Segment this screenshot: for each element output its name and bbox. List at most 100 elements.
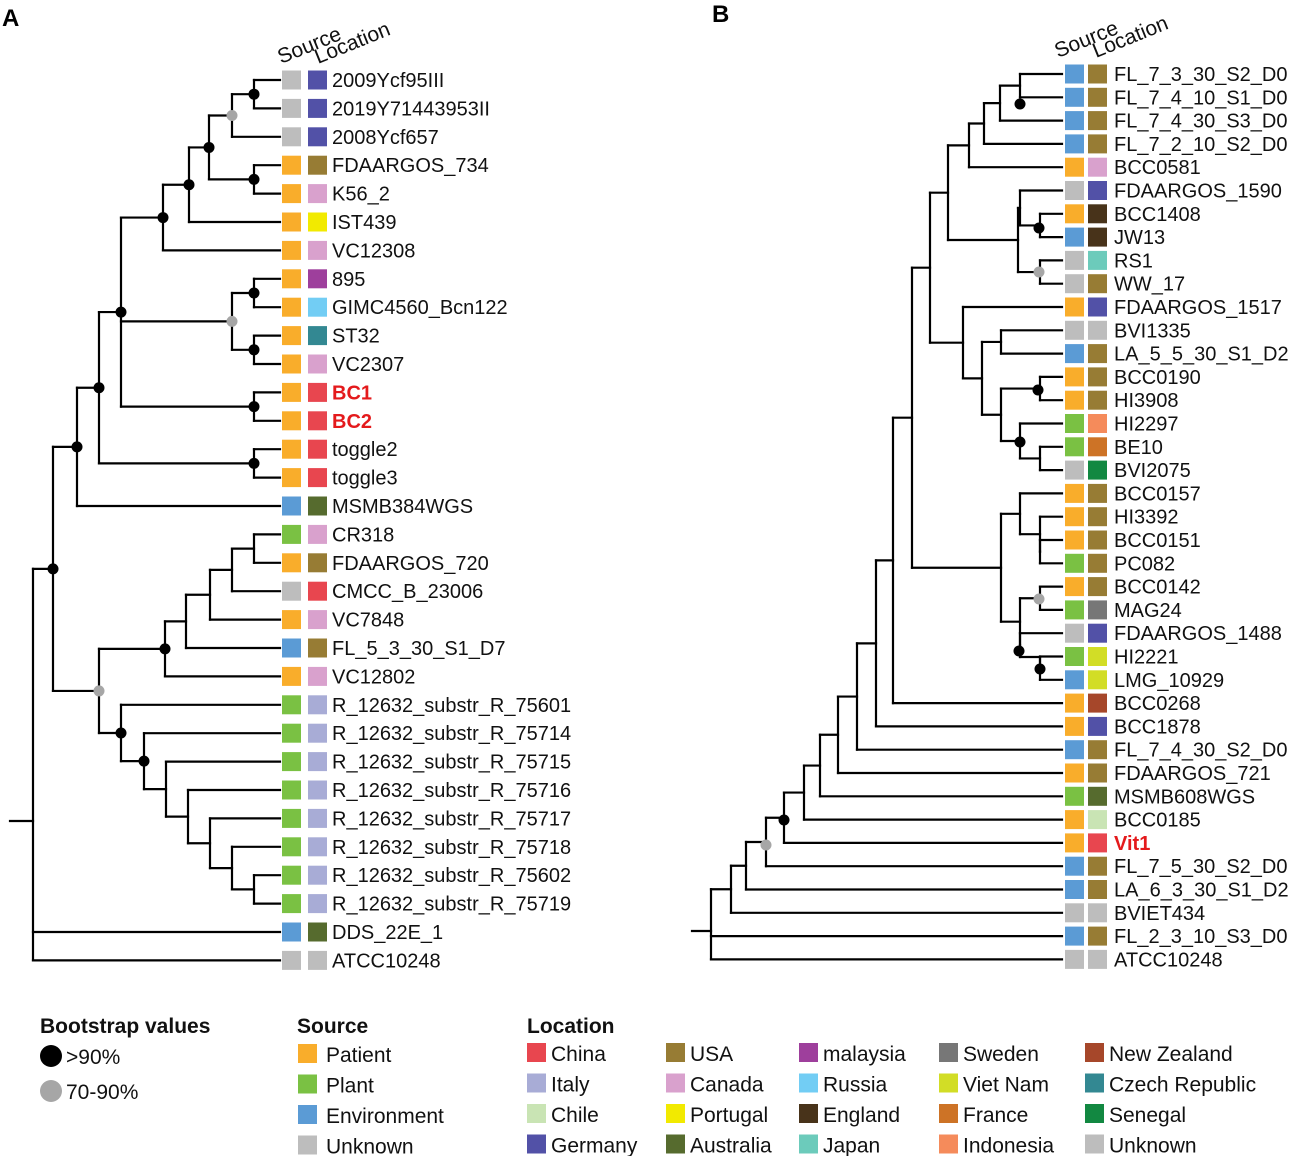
leaf-label: BCC1878 — [1114, 716, 1201, 738]
leaf-label: LA_6_3_30_S1_D2 — [1114, 880, 1289, 902]
location-swatch — [1088, 111, 1107, 131]
leaf-row: toggle2 — [282, 439, 398, 461]
location-swatch — [1088, 786, 1107, 806]
leaf-row: BCC0581 — [1065, 157, 1201, 179]
leaf-label: FL_7_4_30_S3_D0 — [1114, 111, 1287, 133]
bootstrap-node-n2 — [71, 441, 83, 453]
legend-source-title: Source — [297, 1015, 368, 1038]
legend-location-swatch — [1085, 1073, 1104, 1093]
source-swatch — [282, 212, 301, 232]
source-swatch — [282, 950, 301, 970]
location-swatch — [1088, 763, 1107, 783]
source-swatch — [1065, 227, 1084, 247]
leaf-row: PC082 — [1065, 553, 1175, 575]
source-swatch — [1065, 87, 1084, 107]
leaf-label: FDAARGOS_734 — [332, 155, 489, 177]
leaf-row: FL_7_5_30_S2_D0 — [1065, 856, 1287, 878]
leaf-label: FDAARGOS_1590 — [1114, 181, 1282, 203]
legend-source: Source Patient Plant Environment Unknown — [297, 1015, 444, 1156]
source-swatch — [282, 496, 301, 516]
location-swatch — [1088, 483, 1107, 503]
source-swatch — [282, 269, 301, 289]
source-swatch — [282, 780, 301, 800]
leaf-label: HI2221 — [1114, 647, 1179, 669]
location-swatch — [1088, 577, 1107, 597]
legend-location-swatch — [527, 1134, 546, 1154]
legend-source-label: Unknown — [326, 1136, 414, 1156]
panel-a-location-header: Location — [311, 18, 393, 69]
panel-a: A Source Location 2009Ycf95III2019Y71443… — [2, 5, 571, 972]
leaf-label: LA_5_5_30_S1_D2 — [1114, 344, 1289, 366]
leaf-label: Vit1 — [1114, 833, 1150, 855]
leaf-label: CMCC_B_23006 — [332, 581, 483, 603]
source-swatch — [282, 127, 301, 147]
source-swatch — [282, 98, 301, 118]
leaf-row: HI2297 — [1065, 414, 1179, 436]
location-swatch — [1088, 716, 1107, 736]
leaf-label: FDAARGOS_720 — [332, 553, 489, 575]
leaf-label: toggle3 — [332, 468, 398, 490]
bootstrap-node-n6 — [183, 179, 195, 191]
source-swatch — [1065, 553, 1084, 573]
leaf-label: VC7848 — [332, 610, 404, 632]
leaf-label: IST439 — [332, 212, 396, 234]
location-swatch — [1088, 926, 1107, 946]
leaf-label: MAG24 — [1114, 600, 1182, 622]
leaf-row: BCC0185 — [1065, 810, 1201, 832]
leaf-label: HI3392 — [1114, 507, 1179, 529]
legend-location-label: New Zealand — [1109, 1043, 1233, 1066]
leaf-label: BVI1335 — [1114, 320, 1191, 342]
location-swatch — [1088, 64, 1107, 84]
source-swatch — [282, 723, 301, 743]
bootstrap-node-n3 — [93, 382, 105, 394]
leaf-label: 2008Ycf657 — [332, 127, 439, 149]
legend-location-label: Senegal — [1109, 1104, 1186, 1127]
leaf-label: 2009Ycf95III — [332, 70, 444, 92]
leaf-label: 895 — [332, 269, 365, 291]
legend-location-swatch — [799, 1073, 818, 1093]
location-swatch — [1088, 623, 1107, 643]
location-swatch — [1088, 134, 1107, 154]
source-swatch — [1065, 740, 1084, 760]
leaf-row: DDS_22E_1 — [282, 922, 443, 944]
location-swatch — [308, 865, 327, 885]
leaf-label: R_12632_substr_R_75601 — [332, 695, 571, 717]
source-swatch — [282, 382, 301, 402]
leaf-label: ATCC10248 — [332, 950, 441, 972]
leaf-row: FDAARGOS_720 — [282, 553, 489, 575]
leaf-row: WW_17 — [1065, 274, 1185, 296]
source-swatch — [282, 240, 301, 260]
location-swatch — [308, 837, 327, 857]
source-swatch — [282, 411, 301, 431]
location-swatch — [308, 610, 327, 630]
source-swatch — [282, 184, 301, 204]
legend-location-label: Australia — [690, 1135, 772, 1156]
source-swatch — [1065, 693, 1084, 713]
source-swatch — [1065, 577, 1084, 597]
legend-location-label: Canada — [690, 1074, 764, 1097]
leaf-label: R_12632_substr_R_75716 — [332, 780, 571, 802]
location-swatch — [308, 723, 327, 743]
bootstrap-node-n5 — [1014, 436, 1026, 448]
legend-bootstrap-title: Bootstrap values — [40, 1015, 210, 1038]
location-swatch — [1088, 880, 1107, 899]
source-swatch — [1065, 623, 1084, 643]
location-swatch — [1088, 600, 1107, 620]
leaf-row: 2019Y71443953II — [282, 98, 490, 120]
legend-location-label: Italy — [551, 1074, 590, 1097]
location-swatch — [308, 212, 327, 232]
location-swatch — [1088, 833, 1107, 853]
leaf-row: CMCC_B_23006 — [282, 581, 483, 603]
leaf-row: MSMB384WGS — [282, 496, 473, 518]
leaf-row: FL_7_3_30_S2_D0 — [1065, 64, 1287, 86]
legend-bootstrap-label: >90% — [66, 1046, 120, 1069]
location-swatch — [308, 411, 327, 431]
legend-source-swatch — [298, 1074, 317, 1094]
panel-a-label: A — [2, 5, 19, 32]
leaf-label: VC2307 — [332, 354, 404, 376]
panel-b: B Source Location FL_7_3_30_S2_D0FL_7_4_… — [690, 1, 1289, 971]
leaf-row: R_12632_substr_R_75601 — [282, 695, 571, 717]
location-swatch — [308, 922, 327, 942]
leaf-label: BCC0581 — [1114, 157, 1201, 179]
leaf-row: ATCC10248 — [1065, 949, 1223, 971]
